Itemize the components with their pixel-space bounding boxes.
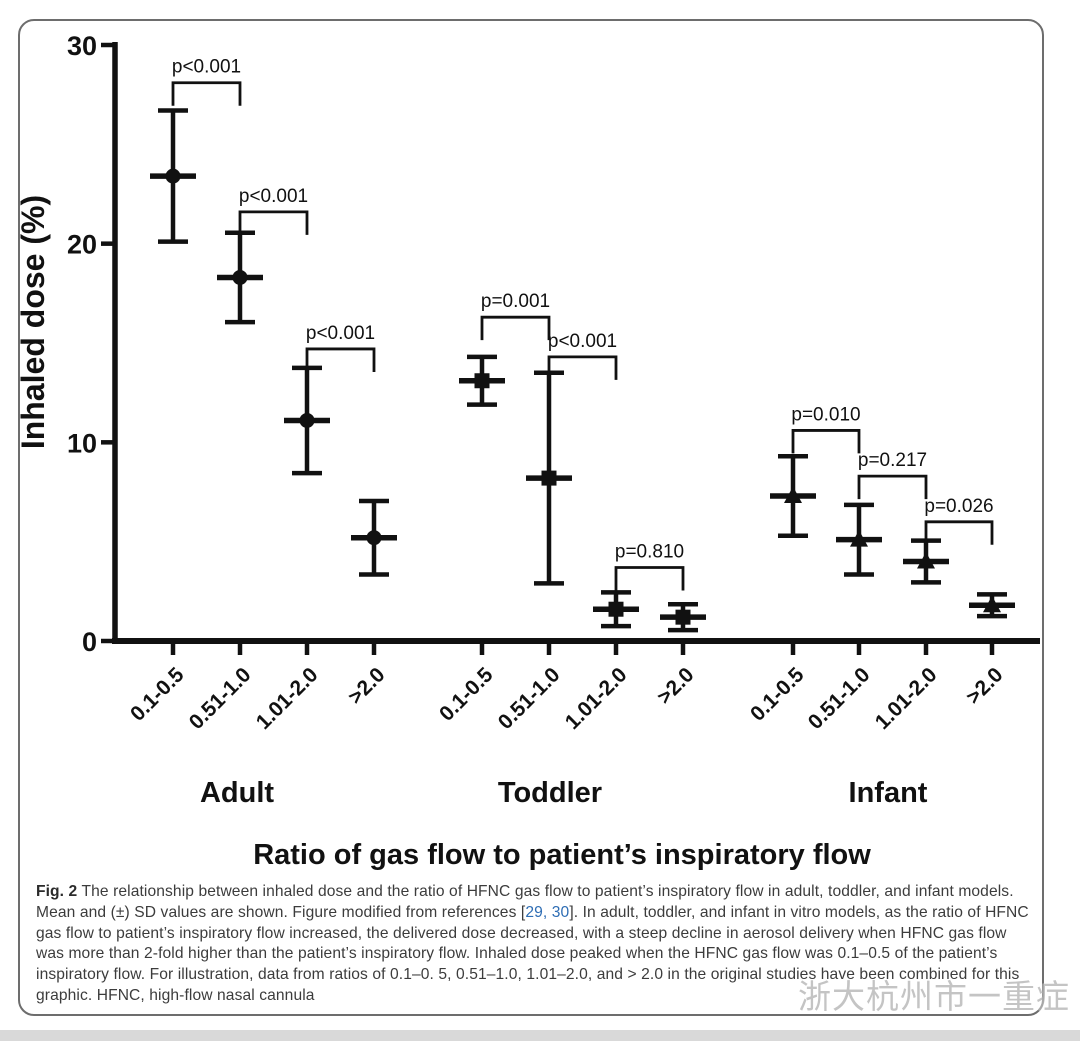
p-value-label: p<0.001 <box>306 323 375 344</box>
figure-caption: Fig. 2 The relationship between inhaled … <box>36 882 1036 1007</box>
x-tick-label: 1.01-2.0 <box>871 663 942 734</box>
p-value-label: p=0.010 <box>791 404 860 425</box>
p-value-label: p=0.810 <box>615 541 684 562</box>
significance-bracket <box>171 81 242 106</box>
mean-marker-square <box>608 601 624 617</box>
significance-bracket <box>480 315 551 341</box>
y-tick-label: 10 <box>67 428 97 458</box>
significance-bracket <box>305 347 376 372</box>
x-tick-label: 1.01-2.0 <box>252 663 323 734</box>
x-tick-label: 0.1-0.5 <box>746 663 809 726</box>
p-value-label: p=0.217 <box>858 450 927 471</box>
mean-marker-triangle <box>850 530 868 547</box>
significance-bracket <box>791 429 861 454</box>
p-value-label: p=0.001 <box>481 291 550 312</box>
p-value-label: p<0.001 <box>172 57 241 78</box>
x-axis-title: Ratio of gas flow to patient’s inspirato… <box>253 839 871 871</box>
x-tick-label: 0.1-0.5 <box>126 663 189 726</box>
x-tick-label: 1.01-2.0 <box>561 663 632 734</box>
y-tick-label: 20 <box>67 230 97 260</box>
x-tick-label: 0.1-0.5 <box>435 663 498 726</box>
mean-marker-triangle <box>784 486 802 503</box>
significance-bracket <box>238 210 309 235</box>
y-tick-label: 0 <box>82 627 97 657</box>
p-value-label: p<0.001 <box>239 186 308 207</box>
x-tick-label: >2.0 <box>653 663 699 709</box>
mean-marker-circle <box>165 168 181 184</box>
figure-label: Fig. 2 <box>36 883 78 900</box>
significance-bracket <box>857 474 928 500</box>
y-tick-label: 30 <box>67 31 97 61</box>
group-label: Infant <box>849 777 928 809</box>
x-tick-label: 0.51-1.0 <box>185 663 256 734</box>
mean-marker-circle <box>232 269 248 285</box>
x-tick-label: >2.0 <box>344 663 390 709</box>
x-tick-label: 0.51-1.0 <box>804 663 875 734</box>
mean-marker-square <box>541 470 557 486</box>
x-tick-label: 0.51-1.0 <box>494 663 565 734</box>
significance-bracket <box>614 566 685 591</box>
significance-bracket <box>924 520 994 545</box>
mean-marker-square <box>675 609 691 625</box>
caption-text-2: ]. In adult, toddler, and infant in vitr… <box>36 903 1029 1004</box>
group-label: Adult <box>200 777 274 809</box>
mean-marker-triangle <box>983 595 1001 613</box>
p-value-label: p<0.001 <box>548 331 617 352</box>
bottom-strip <box>0 1030 1080 1041</box>
mean-marker-circle <box>366 530 382 546</box>
y-axis-title: Inhaled dose (%) <box>15 195 51 449</box>
p-value-label: p=0.026 <box>924 496 993 517</box>
caption-text-1: The relationship between inhaled dose an… <box>36 883 1014 921</box>
mean-marker-triangle <box>917 552 935 569</box>
group-label: Toddler <box>498 777 602 809</box>
mean-marker-square <box>474 373 490 389</box>
mean-marker-circle <box>299 412 315 428</box>
reference-link[interactable]: 29, 30 <box>525 903 570 921</box>
significance-bracket <box>547 355 618 380</box>
x-tick-label: >2.0 <box>962 663 1008 709</box>
figure-card <box>18 19 1044 1016</box>
